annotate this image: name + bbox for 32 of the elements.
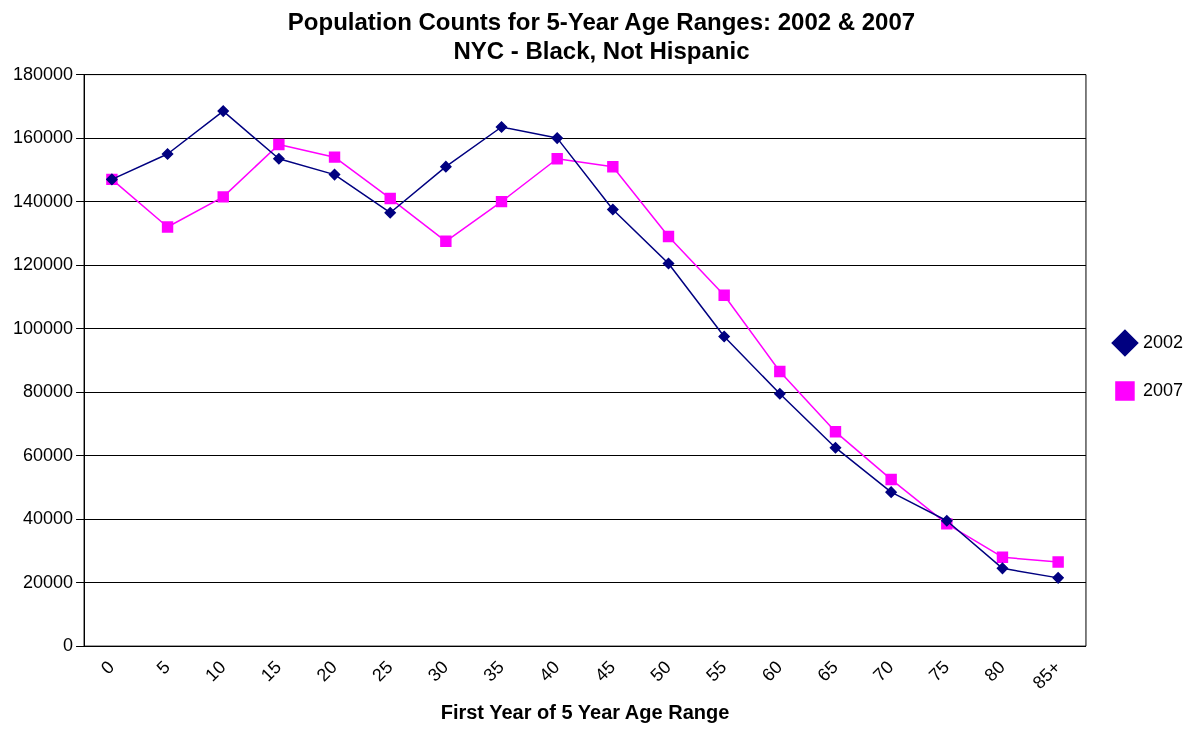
x-tick-label: 10 [201,656,230,686]
x-tick-label: 40 [535,656,564,686]
legend-label: 2007 [1142,379,1183,400]
x-tick-label: 55 [702,656,731,686]
x-tick-label: 85+ [1028,656,1065,693]
x-tick-label: 60 [757,656,787,686]
x-tick-label: 70 [869,656,898,686]
y-tick-label: 20000 [23,571,74,592]
legend-label: 2002 [1142,331,1183,352]
x-axis-title: First Year of 5 Year Age Range [440,700,730,723]
y-tick-label: 0 [63,635,74,656]
x-tick-label: 0 [97,656,119,679]
y-tick-label: 40000 [23,508,74,529]
x-tick-label: 5 [152,656,174,679]
y-tick-label: 160000 [12,127,74,148]
x-tick-label: 65 [813,656,842,686]
y-tick-label: 100000 [12,317,74,338]
chart-title: Population Counts for 5-Year Age Ranges: 2002 & 2007 NYC - Black, Not Hispanic [287,8,916,64]
x-tick-label: 25 [368,656,397,686]
y-tick-label: 140000 [12,190,74,211]
y-tick-label: 180000 [12,63,74,84]
x-tick-label: 15 [256,656,286,686]
x-tick-label: 30 [423,656,453,686]
x-tick-label: 35 [479,656,508,686]
y-tick-label: 120000 [12,254,74,275]
x-tick-label: 20 [312,656,341,686]
y-tick-label: 60000 [23,444,74,465]
x-tick-label: 80 [980,656,1009,686]
x-tick-label: 50 [646,656,675,686]
x-tick-label: 75 [924,656,954,686]
x-tick-label: 45 [590,656,620,686]
y-tick-label: 80000 [23,381,74,402]
